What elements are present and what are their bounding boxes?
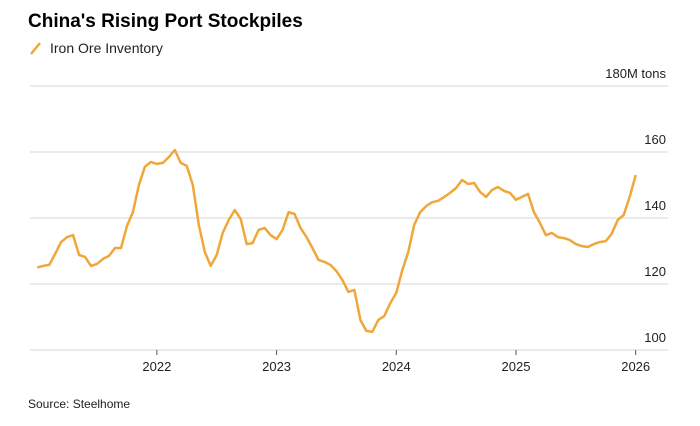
y-tick-label: 120 bbox=[644, 264, 666, 279]
legend-label: Iron Ore Inventory bbox=[50, 40, 163, 56]
x-tick-label: 2026 bbox=[621, 359, 650, 374]
x-tick-label: 2025 bbox=[502, 359, 531, 374]
y-tick-label: 180M tons bbox=[605, 66, 666, 81]
series-line bbox=[36, 148, 637, 334]
legend-swatch bbox=[30, 42, 41, 55]
chart-title: China's Rising Port Stockpiles bbox=[28, 11, 303, 32]
x-tick-label: 2024 bbox=[382, 359, 411, 374]
x-tick-label: 2023 bbox=[262, 359, 291, 374]
source: Source: Steelhome bbox=[28, 397, 130, 411]
x-tick-label: 2022 bbox=[142, 359, 171, 374]
y-tick-label: 160 bbox=[644, 132, 666, 147]
y-tick-label: 140 bbox=[644, 198, 666, 213]
y-tick-label: 100 bbox=[644, 330, 666, 345]
